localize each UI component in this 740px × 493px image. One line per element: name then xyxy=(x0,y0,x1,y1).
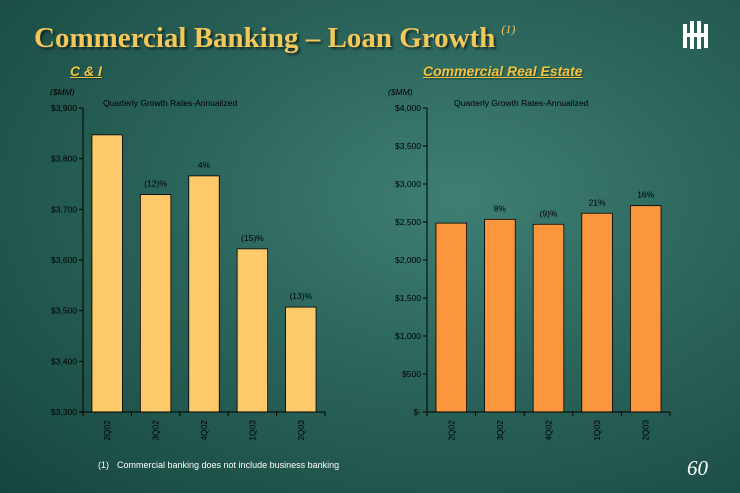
ci-ytick-label: $3,300 xyxy=(51,407,77,417)
cre-ytick-label: $1,500 xyxy=(395,293,421,303)
page-number: 60 xyxy=(687,456,708,480)
cre-unit-label: ($MM) xyxy=(388,87,413,97)
cre-xtick-3Q02: 3Q02 xyxy=(495,420,505,441)
cre-bar-2Q03 xyxy=(629,205,662,413)
cre-xtick-2Q02: 2Q02 xyxy=(446,420,456,441)
cre-ytick-label: $2,000 xyxy=(395,255,421,265)
ci-ytick-label: $3,600 xyxy=(51,255,77,265)
cre-xtick-4Q02: 4Q02 xyxy=(544,420,554,441)
ci-xtick-1Q03: 1Q03 xyxy=(247,420,257,441)
cre-growth-label-2Q03: 16% xyxy=(637,190,654,200)
cre-chart-subtitle: Commercial Real Estate xyxy=(423,63,583,79)
cre-xtick-1Q03: 1Q03 xyxy=(592,420,602,441)
cre-growth-label-3Q02: 8% xyxy=(494,203,507,213)
ci-growth-label-1Q03: (15)% xyxy=(241,233,264,243)
company-logo-icon xyxy=(683,21,708,49)
ci-bar-2Q02 xyxy=(91,134,123,413)
cre-xtick-2Q03: 2Q03 xyxy=(641,420,651,441)
cre-growth-label-1Q03: 21% xyxy=(589,197,606,207)
cre-ytick-label: $3,000 xyxy=(395,179,421,189)
ci-ytick-label: $3,800 xyxy=(51,154,77,164)
cre-growth-label-4Q02: (9)% xyxy=(540,208,558,218)
cre-bar-2Q02 xyxy=(435,222,468,413)
cre-ytick-label: $1,000 xyxy=(395,331,421,341)
ci-unit-label: ($MM) xyxy=(50,87,75,97)
ci-ytick-label: $3,700 xyxy=(51,204,77,214)
ci-chart-subtitle: C & I xyxy=(70,63,102,79)
ci-bar-2Q03 xyxy=(285,306,317,413)
page-title-text: Commercial Banking – Loan Growth xyxy=(34,22,496,54)
ci-bar-4Q02 xyxy=(188,175,220,413)
ci-xtick-2Q03: 2Q03 xyxy=(296,420,306,441)
ci-xtick-3Q02: 3Q02 xyxy=(151,420,161,441)
footnote-marker: (1) xyxy=(98,460,109,470)
ci-bar-3Q02 xyxy=(139,194,172,413)
ci-bar-1Q03 xyxy=(236,248,269,413)
title-footnote-marker: (1) xyxy=(501,22,516,36)
cre-bar-3Q02 xyxy=(484,218,516,413)
ci-ytick-label: $3,500 xyxy=(51,306,77,316)
ci-growth-label-3Q02: (12)% xyxy=(144,179,167,189)
cre-ytick-label: $2,500 xyxy=(395,217,421,227)
cre-ytick-label: $4,000 xyxy=(395,103,421,113)
ci-ytick-label: $3,900 xyxy=(51,103,77,113)
ci-growth-label-4Q02: 4% xyxy=(198,160,211,170)
cre-ytick-label: $3,500 xyxy=(395,141,421,151)
ci-growth-label-2Q03: (13)% xyxy=(289,291,312,301)
ci-ytick-label: $3,400 xyxy=(51,356,77,366)
ci-xtick-2Q02: 2Q02 xyxy=(102,420,112,441)
cre-annotation: Quarterly Growth Rates-Annualized xyxy=(454,98,588,108)
ci-annotation: Quarterly Growth Rates-Annualized xyxy=(103,98,237,108)
cre-bar-1Q03 xyxy=(581,212,613,413)
footnote-text: Commercial banking does not include busi… xyxy=(117,460,340,470)
footnote: (1) Commercial banking does not include b… xyxy=(98,460,347,470)
cre-ytick-label: $- xyxy=(413,407,421,417)
cre-ytick-label: $500 xyxy=(402,369,421,379)
cre-bar-4Q02 xyxy=(532,223,565,413)
page-title: Commercial Banking – Loan Growth (1) xyxy=(34,22,515,55)
ci-xtick-4Q02: 4Q02 xyxy=(199,420,209,441)
